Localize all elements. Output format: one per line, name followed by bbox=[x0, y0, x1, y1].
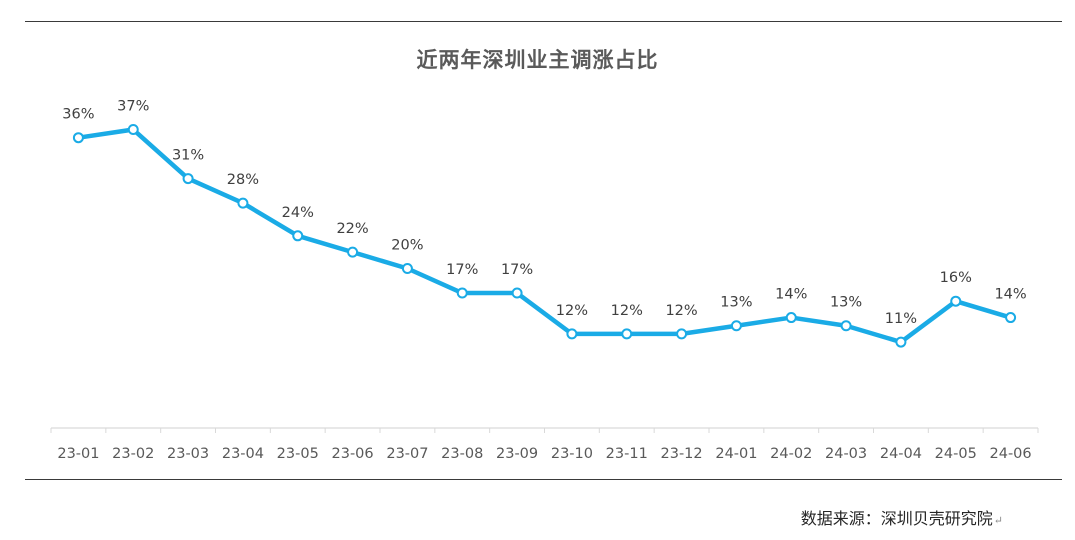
data-point bbox=[72, 132, 84, 144]
data-label: 14% bbox=[994, 287, 1026, 303]
data-point bbox=[785, 312, 797, 324]
x-tick-label: 23-01 bbox=[57, 446, 99, 462]
x-tick-label: 23-05 bbox=[277, 446, 319, 462]
x-tick-label: 23-11 bbox=[606, 446, 648, 462]
data-label: 28% bbox=[227, 172, 259, 188]
data-label: 24% bbox=[282, 205, 314, 221]
data-label: 13% bbox=[720, 295, 752, 311]
data-label: 22% bbox=[336, 221, 368, 237]
data-label: 31% bbox=[172, 148, 204, 164]
data-label: 12% bbox=[611, 303, 643, 319]
x-tick-label: 23-09 bbox=[496, 446, 538, 462]
data-point bbox=[895, 336, 907, 348]
x-tick-label: 23-02 bbox=[112, 446, 154, 462]
x-tick-label: 24-03 bbox=[825, 446, 867, 462]
chart-title: 近两年深圳业主调涨占比 bbox=[416, 47, 659, 72]
data-label: 11% bbox=[885, 311, 917, 327]
data-label: 20% bbox=[391, 238, 423, 254]
paragraph-mark-icon: ↵ bbox=[993, 514, 1003, 527]
data-point bbox=[840, 320, 852, 332]
data-point bbox=[456, 287, 468, 299]
x-tick-label: 24-02 bbox=[770, 446, 812, 462]
data-point bbox=[347, 246, 359, 258]
data-point bbox=[566, 328, 578, 340]
data-point bbox=[730, 320, 742, 332]
data-point bbox=[621, 328, 633, 340]
series-line bbox=[76, 127, 1013, 345]
data-point bbox=[182, 173, 194, 185]
data-label: 17% bbox=[501, 262, 533, 278]
x-tick-label: 23-08 bbox=[441, 446, 483, 462]
top-rule bbox=[25, 21, 1062, 22]
x-tick-label: 24-04 bbox=[880, 446, 922, 462]
data-label: 16% bbox=[940, 270, 972, 286]
data-point bbox=[1005, 312, 1017, 324]
data-label: 36% bbox=[62, 107, 94, 123]
bottom-rule bbox=[25, 479, 1062, 480]
source-note-text: 数据来源：深圳贝壳研究院 bbox=[800, 509, 993, 528]
data-point bbox=[237, 197, 249, 209]
series-points: 36% 37% 31% 28% 24% 22% 20% 17% 17% 12% 12% 12% 13% 1… bbox=[62, 99, 1027, 348]
data-label: 37% bbox=[117, 99, 149, 115]
x-tick-label: 23-06 bbox=[332, 446, 374, 462]
data-point bbox=[950, 295, 962, 307]
data-label: 12% bbox=[556, 303, 588, 319]
x-tick-label: 23-07 bbox=[386, 446, 428, 462]
data-label: 12% bbox=[665, 303, 697, 319]
data-point bbox=[511, 287, 523, 299]
data-point bbox=[127, 124, 139, 136]
data-label: 17% bbox=[446, 262, 478, 278]
x-axis-ticks: 23-01 23-02 23-03 23-04 23-05 23-06 23-07 23-08… bbox=[50, 428, 1039, 462]
x-tick-label: 23-03 bbox=[167, 446, 209, 462]
x-tick-label: 23-10 bbox=[551, 446, 593, 462]
x-tick-label: 24-01 bbox=[715, 446, 757, 462]
x-tick-label: 24-05 bbox=[935, 446, 977, 462]
x-tick-label: 23-12 bbox=[661, 446, 703, 462]
source-note: 数据来源：深圳贝壳研究院↵ bbox=[801, 505, 1003, 529]
data-point bbox=[401, 263, 413, 274]
x-tick-label: 24-06 bbox=[990, 446, 1032, 462]
data-point bbox=[292, 230, 304, 242]
data-label: 13% bbox=[830, 295, 862, 311]
x-tick-label: 23-04 bbox=[222, 446, 264, 462]
data-label: 14% bbox=[775, 287, 807, 303]
data-point bbox=[676, 328, 688, 340]
